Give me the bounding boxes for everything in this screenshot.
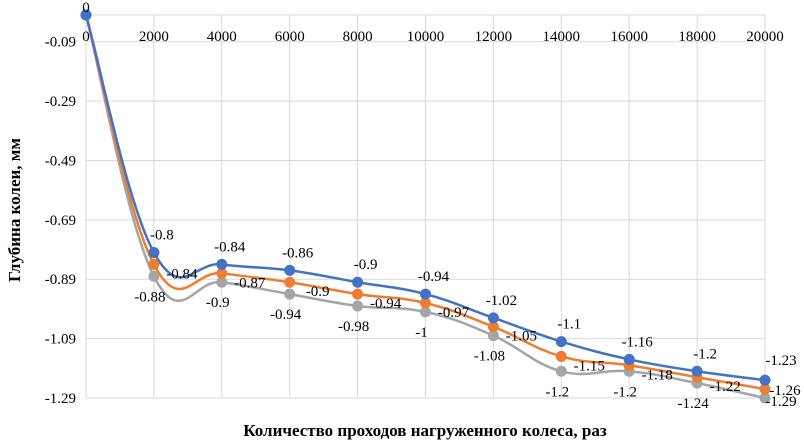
series-1-data-label: -0.86 — [282, 245, 314, 261]
series-1-point — [420, 288, 431, 300]
series-3-data-label: -0.9 — [206, 295, 230, 311]
series-2-data-label: -1.18 — [642, 367, 673, 383]
series-1-point — [284, 264, 296, 276]
series-1-data-label: -0.9 — [354, 257, 378, 273]
series-1-line — [84, 14, 766, 382]
series-3-point — [487, 330, 499, 342]
series-3-data-label: -1 — [415, 325, 428, 341]
y-axis-title: Глубина колеи, мм — [5, 138, 24, 282]
series-2-data-label: -0.9 — [306, 284, 330, 300]
x-axis-ticks: 0 2000 4000 6000 8000 10000 12000 14000 16000 180… — [82, 29, 784, 45]
series-3-data-label: -1.24 — [677, 396, 709, 412]
series-1-data-label: -1.16 — [622, 334, 654, 350]
series-2-data-label: -1.15 — [574, 358, 605, 374]
series-3-point — [216, 276, 228, 288]
series-3-point — [284, 288, 296, 300]
series-1-data-label: 0 — [82, 0, 90, 16]
x-tick-label: 14000 — [543, 29, 581, 45]
series-3-point — [420, 306, 431, 318]
series-1-data-label: -0.94 — [418, 269, 450, 285]
series-2-data-label: -1.26 — [769, 383, 801, 399]
series-3-data-label: -0.98 — [338, 319, 369, 335]
series-2-data-label: -1.22 — [709, 379, 740, 395]
y-tick-label: -0.09 — [45, 35, 76, 51]
x-tick-label: 10000 — [407, 29, 445, 45]
series-1-data-label: -1.23 — [765, 353, 796, 369]
series-2-point — [216, 267, 228, 279]
series-1-point — [623, 353, 635, 365]
x-tick-label: 20000 — [746, 29, 784, 45]
series-2-point — [759, 383, 771, 395]
y-tick-label: -0.69 — [45, 213, 76, 229]
series-3-point — [148, 270, 160, 282]
series-2-point — [487, 321, 499, 333]
series-1-data-label: -0.8 — [150, 228, 174, 244]
x-tick-label: 16000 — [610, 29, 648, 45]
series-3-point — [759, 392, 771, 404]
x-tick-label: 0 — [82, 29, 90, 45]
y-tick-label: -0.89 — [45, 272, 76, 288]
x-tick-label: 8000 — [343, 29, 373, 45]
y-tick-label: -0.49 — [45, 153, 76, 169]
x-tick-label: 18000 — [678, 29, 716, 45]
y-axis-ticks: -0.09 -0.29 -0.49 -0.69 -0.89 -1.09 -1.29 — [45, 35, 76, 407]
series-3-data-label: -1.08 — [474, 349, 505, 365]
y-tick-label: -0.29 — [45, 94, 76, 110]
series-3-data-label: -1.2 — [545, 384, 569, 400]
y-tick-label: -1.29 — [45, 391, 76, 407]
series-3-data-label: -1.2 — [613, 384, 637, 400]
series-1-point — [555, 336, 567, 348]
series-1-data-label: -0.84 — [214, 239, 246, 255]
series-3-data-label: -1.29 — [765, 394, 796, 410]
series-1-point — [759, 374, 771, 386]
series-2-point — [352, 288, 364, 300]
series-2-point — [555, 350, 567, 362]
series-3-point — [352, 300, 364, 312]
series-2-data-label: -0.97 — [438, 305, 470, 321]
series-1-point — [148, 247, 160, 259]
series-3-data-label: -0.88 — [134, 289, 165, 305]
series-2-data-label: -0.84 — [166, 266, 198, 282]
y-tick-label: -1.09 — [45, 332, 76, 348]
x-tick-label: 12000 — [475, 29, 513, 45]
data-labels: 0-0.8-0.84 -0.86-0.9-0.94-1.02-1.1-1.16-1… — [82, 0, 801, 412]
series-1-data-label: -1.02 — [486, 293, 517, 309]
series-1-data-label: -1.1 — [557, 317, 581, 333]
series-1-data-label: -1.2 — [693, 346, 717, 362]
series-1-point — [487, 312, 499, 324]
series-2-point — [284, 276, 296, 288]
series-1-point — [691, 365, 703, 377]
series-1-point — [80, 9, 92, 21]
x-tick-label: 6000 — [275, 29, 305, 45]
series-3-point — [555, 365, 567, 377]
series-1-point — [352, 276, 364, 288]
x-tick-label: 4000 — [207, 29, 237, 45]
x-tick-label: 2000 — [139, 29, 169, 45]
series-3-data-label: -0.94 — [270, 307, 302, 323]
series-1-point — [216, 258, 228, 270]
series-2-data-label: -0.94 — [370, 296, 402, 312]
series-2-data-label: -0.87 — [234, 275, 266, 291]
series-2-point — [420, 297, 431, 309]
series-points — [80, 9, 771, 404]
x-axis-title: Количество проходов нагруженного колеса,… — [243, 421, 607, 440]
series-2-data-label: -1.05 — [506, 329, 537, 345]
series-2-point — [148, 258, 160, 270]
